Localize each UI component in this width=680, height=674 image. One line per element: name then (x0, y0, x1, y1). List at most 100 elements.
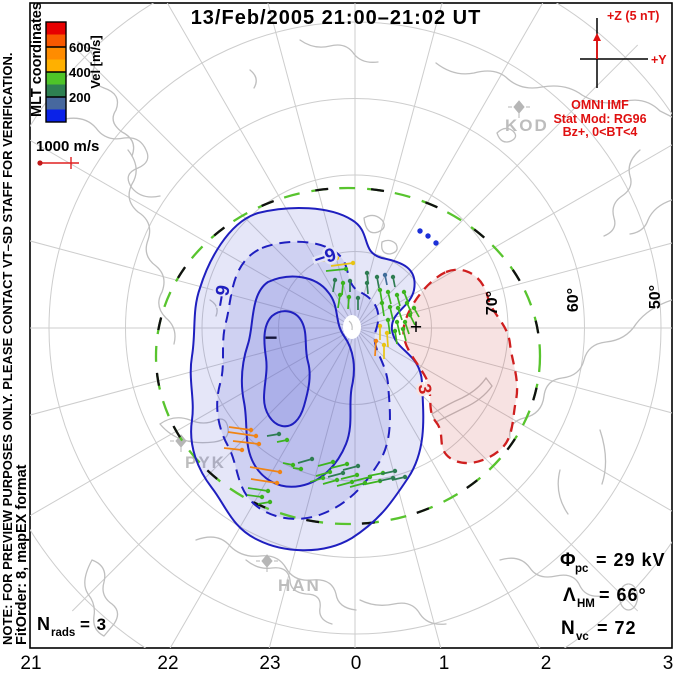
velocity-vector-dot (364, 270, 370, 276)
velocity-vector-dot (377, 323, 383, 329)
velocity-vector-dot (276, 431, 282, 437)
imf-model-label: Stat Mod: RG96 (553, 112, 646, 126)
velocity-vector-dot (354, 472, 360, 478)
velocity-vector-dot (350, 260, 356, 266)
velocity-vector-tail (386, 332, 389, 348)
velocity-vector-dot (392, 328, 398, 334)
positive-contour (402, 268, 519, 465)
velocity-vector-dot (334, 255, 340, 261)
phi-value: = 29 kV (596, 550, 666, 570)
velocity-vector-tail (353, 476, 371, 482)
nvc-value: = 72 (597, 618, 637, 638)
velocity-vector-tail (228, 426, 252, 431)
velocity-vector-tail (249, 466, 281, 473)
velocity-vector-tail (378, 477, 394, 482)
lat-label-50: 50° (647, 285, 664, 309)
velocity-vector-dot (401, 289, 407, 295)
velocity-vector-tail (330, 463, 348, 469)
velocity-vector-tail (250, 478, 278, 484)
potential-max-marker: + (410, 316, 422, 339)
imf-dial: +Z (5 nT) +Y OMNI IMF Stat Mod: RG96 Bz+… (553, 9, 667, 139)
nrads-subscript: rads (51, 627, 75, 639)
imf-y-label: +Y (651, 53, 667, 67)
velocity-vector-dot (394, 292, 400, 298)
mlt-axis: 21 22 23 0 1 2 3 (20, 653, 673, 674)
hm-boundary (154, 186, 542, 526)
velocity-vector-dot (340, 470, 346, 476)
colorbar-segment (46, 84, 66, 98)
potential-min-marker: − (265, 325, 278, 350)
velocity-vector-dot (290, 462, 296, 468)
radar-station-icon-kod (508, 100, 530, 118)
velocity-vector-dot (402, 474, 408, 480)
scale-arrow-label: 1000 m/s (36, 138, 99, 155)
velocity-vector-tail (389, 306, 394, 321)
velocity-vector-dot (330, 459, 336, 465)
colorbar-segment (46, 97, 66, 110)
station-label-kod: KOD (505, 116, 549, 135)
nvc-symbol: N (561, 618, 575, 639)
velocity-vector-tail (297, 458, 313, 464)
velocity-vector-tail (309, 477, 324, 483)
velocity-vector-dot (425, 233, 431, 239)
velocity-vector-dot (374, 274, 380, 280)
colorbar-segment (46, 34, 66, 48)
velocity-vector-tail (247, 487, 269, 492)
colorbar-tick-200: 200 (69, 90, 91, 105)
velocity-vector-tail (380, 470, 396, 475)
velocity-vector-dot (267, 499, 273, 505)
velocity-vector-tail (336, 481, 353, 487)
mlt-label-3: 3 (663, 653, 674, 674)
velocity-vector-dot (239, 447, 245, 453)
velocity-vector-tail (391, 476, 406, 481)
lambda-symbol: Λ (563, 585, 576, 606)
scale-arrow-origin-dot (37, 160, 43, 166)
colorbar-segment (46, 109, 66, 123)
velocity-vector-tail (227, 431, 257, 437)
velocity-vector-dot (394, 319, 400, 325)
lambda-value: = 66° (599, 585, 647, 605)
velocity-colorbar: 600 400 200 Vel [m/s] (45, 21, 103, 123)
radar-stations (170, 100, 530, 572)
velocity-vector-dot (340, 280, 346, 286)
colorbar-axis-label: Vel [m/s] (88, 35, 103, 88)
radar-station-icon-han (256, 554, 278, 572)
velocity-vector-tail (387, 319, 391, 335)
velocity-vector-dot (309, 456, 315, 462)
negative-potential-fills (190, 207, 424, 551)
velocity-vector-dot (433, 240, 439, 246)
nvc-subscript: vc (576, 631, 589, 643)
mlt-label-22: 22 (157, 653, 178, 674)
imf-condition-label: Bz+, 0<BT<4 (563, 125, 638, 139)
velocity-vector-dot (334, 477, 340, 483)
velocity-vector-dot (384, 330, 390, 336)
velocity-vector-tail (223, 447, 243, 451)
velocity-vector-dot (402, 319, 408, 325)
velocity-vector-dot (407, 312, 413, 318)
velocity-vector-dot (377, 287, 383, 293)
colorbar-tick-400: 400 (69, 65, 91, 80)
velocity-vector-dot (344, 461, 350, 467)
velocity-vector-dot (284, 437, 290, 443)
colorbar-segment (46, 72, 66, 85)
velocity-vector-dot (327, 469, 333, 475)
velocity-vector-tail (349, 482, 366, 488)
velocity-vector-dot (390, 274, 396, 280)
velocity-vector-dot (298, 466, 304, 472)
velocity-vector-tail (327, 472, 344, 478)
velocity-vector-dot (343, 266, 349, 272)
velocity-vector-tail (315, 471, 331, 477)
velocity-vector-tail (232, 440, 260, 445)
pole-gap (343, 315, 361, 339)
mlt-label-2: 2 (541, 653, 552, 674)
colorbar-segment (46, 47, 66, 60)
scale-arrow-legend: 1000 m/s (36, 138, 99, 169)
velocity-vector-dot (355, 463, 361, 469)
nrads-value: = 3 (80, 615, 107, 634)
velocity-vector-dot (404, 300, 410, 306)
station-label-han: HAN (278, 576, 321, 595)
mlt-label-1: 1 (439, 653, 450, 674)
nrads-block: N rads = 3 (37, 614, 107, 639)
